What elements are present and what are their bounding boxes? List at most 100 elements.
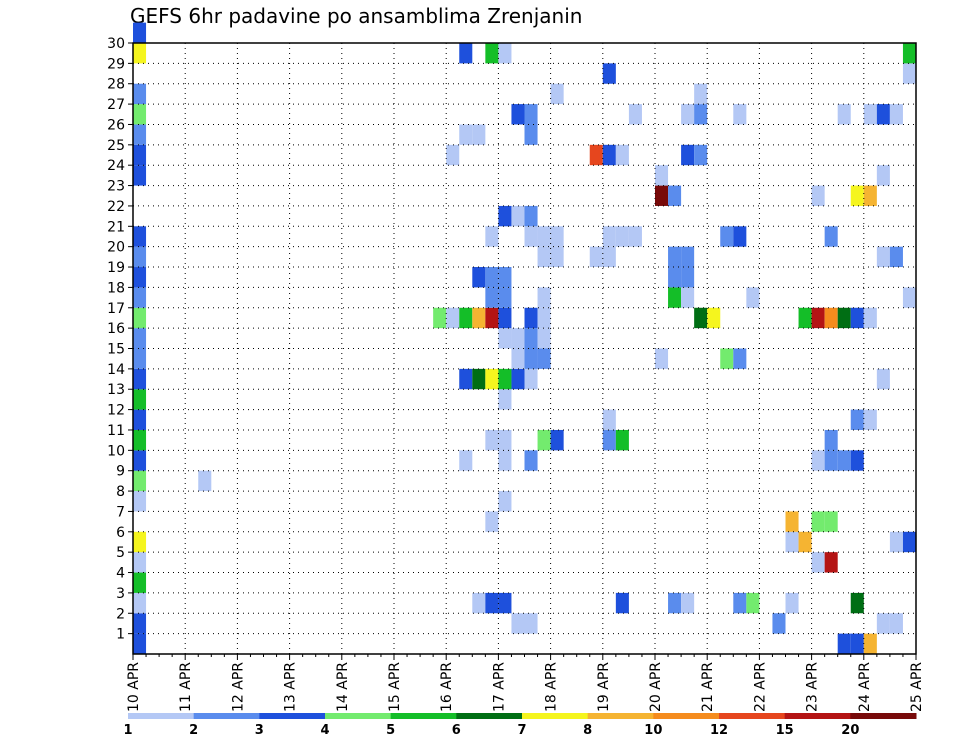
heatmap-cell	[498, 205, 512, 227]
x-tick-label: 14 APR	[335, 662, 351, 712]
heatmap-cell	[133, 429, 147, 451]
colorbar-label: 7	[517, 723, 526, 738]
heatmap-cell	[133, 144, 147, 166]
colorbar-label: 3	[255, 723, 264, 738]
colorbar-segment	[850, 713, 917, 719]
x-tick-label: 20 APR	[648, 662, 664, 712]
heatmap-cell	[133, 83, 147, 105]
heatmap-cell	[811, 450, 825, 471]
heatmap-cell	[602, 429, 616, 451]
y-tick-label: 6	[116, 525, 125, 541]
y-tick-label: 27	[107, 97, 125, 113]
heatmap-cell	[485, 307, 499, 329]
heatmap-cell	[837, 104, 851, 125]
heatmap-cell	[537, 307, 551, 329]
heatmap-cell	[550, 83, 564, 105]
heatmap-cell	[524, 205, 538, 227]
heatmap-cell	[133, 389, 147, 410]
colorbar-label: 12	[710, 723, 728, 738]
heatmap-cell	[133, 287, 147, 308]
heatmap-cell	[602, 63, 616, 84]
heatmap-cell	[133, 592, 147, 614]
heatmap-cell	[524, 450, 538, 471]
heatmap-cell	[863, 185, 877, 206]
heatmap-cell	[524, 104, 538, 125]
x-tick-label: 25 APR	[909, 662, 925, 712]
heatmap-cell	[694, 307, 708, 329]
y-tick-label: 21	[107, 219, 125, 235]
heatmap-cell	[681, 592, 695, 614]
heatmap-cell	[733, 226, 747, 247]
heatmap-cell	[133, 307, 147, 329]
heatmap-cell	[824, 511, 838, 532]
heatmap-cell	[668, 287, 682, 308]
heatmap-cell	[733, 592, 747, 614]
heatmap-cell	[459, 368, 473, 390]
heatmap-cell	[889, 246, 903, 268]
heatmap-cell	[694, 144, 708, 166]
heatmap-cell	[511, 368, 525, 390]
heatmap-cell	[133, 531, 147, 553]
heatmap-cell	[668, 185, 682, 206]
heatmap-cell	[668, 246, 682, 268]
heatmap-cell	[472, 592, 486, 614]
heatmap-cell	[837, 450, 851, 471]
heatmap-cell	[498, 450, 512, 471]
heatmap-cell	[511, 348, 525, 369]
heatmap-cell	[602, 409, 616, 430]
heatmap-cell	[133, 348, 147, 369]
y-tick-label: 13	[107, 382, 125, 398]
heatmap-cell	[615, 592, 629, 614]
heatmap-cell	[615, 144, 629, 166]
x-tick-label: 16 APR	[439, 662, 455, 712]
heatmap-cell	[615, 429, 629, 451]
colorbar-segment	[390, 713, 457, 719]
heatmap-cell	[133, 226, 147, 247]
heatmap-cell	[133, 328, 147, 349]
heatmap-cell	[133, 22, 147, 43]
y-tick-label: 28	[107, 77, 125, 93]
colorbar-segment	[193, 713, 260, 719]
y-tick-label: 9	[116, 464, 125, 480]
heatmap-cell	[876, 368, 890, 390]
heatmap-cell	[902, 531, 916, 553]
heatmap-cell	[472, 124, 486, 145]
heatmap-cell	[485, 592, 499, 614]
heatmap-cell	[433, 307, 447, 329]
heatmap-cell	[850, 633, 864, 654]
heatmap-cell	[133, 572, 147, 593]
heatmap-cell	[772, 613, 786, 634]
heatmap-cell	[498, 287, 512, 308]
heatmap-cell	[824, 307, 838, 329]
heatmap-cell	[511, 104, 525, 125]
heatmap-cell	[133, 165, 147, 186]
heatmap-cell	[824, 429, 838, 451]
heatmap-cell	[537, 328, 551, 349]
heatmap-cell	[733, 104, 747, 125]
heatmap-cell	[485, 429, 499, 451]
heatmap-cell	[876, 613, 890, 634]
heatmap-cell	[746, 287, 760, 308]
heatmap-cell	[472, 368, 486, 390]
heatmap-cell	[485, 287, 499, 308]
x-tick-label: 18 APR	[544, 662, 560, 712]
heatmap-cell	[889, 531, 903, 553]
y-tick-label: 23	[107, 179, 125, 195]
heatmap-cell	[133, 124, 147, 145]
chart-title: GEFS 6hr padavine po ansamblima Zrenjani…	[130, 4, 583, 28]
x-tick-label: 24 APR	[857, 662, 873, 712]
heatmap-cell	[133, 409, 147, 430]
y-tick-label: 4	[116, 566, 125, 582]
heatmap-cell	[133, 470, 147, 492]
heatmap-cell	[550, 429, 564, 451]
colorbar-segment	[128, 713, 195, 719]
heatmap-cell	[498, 43, 512, 64]
heatmap-cell	[589, 144, 603, 166]
y-tick-label: 20	[107, 240, 125, 256]
heatmap-cell	[524, 348, 538, 369]
y-tick-label: 8	[116, 484, 125, 500]
x-tick-label: 21 APR	[700, 662, 716, 712]
colorbar-label: 4	[320, 723, 329, 738]
x-tick-label: 23 APR	[805, 662, 821, 712]
axes-layer: 1234567891011121314151617181920212223242…	[107, 36, 925, 712]
